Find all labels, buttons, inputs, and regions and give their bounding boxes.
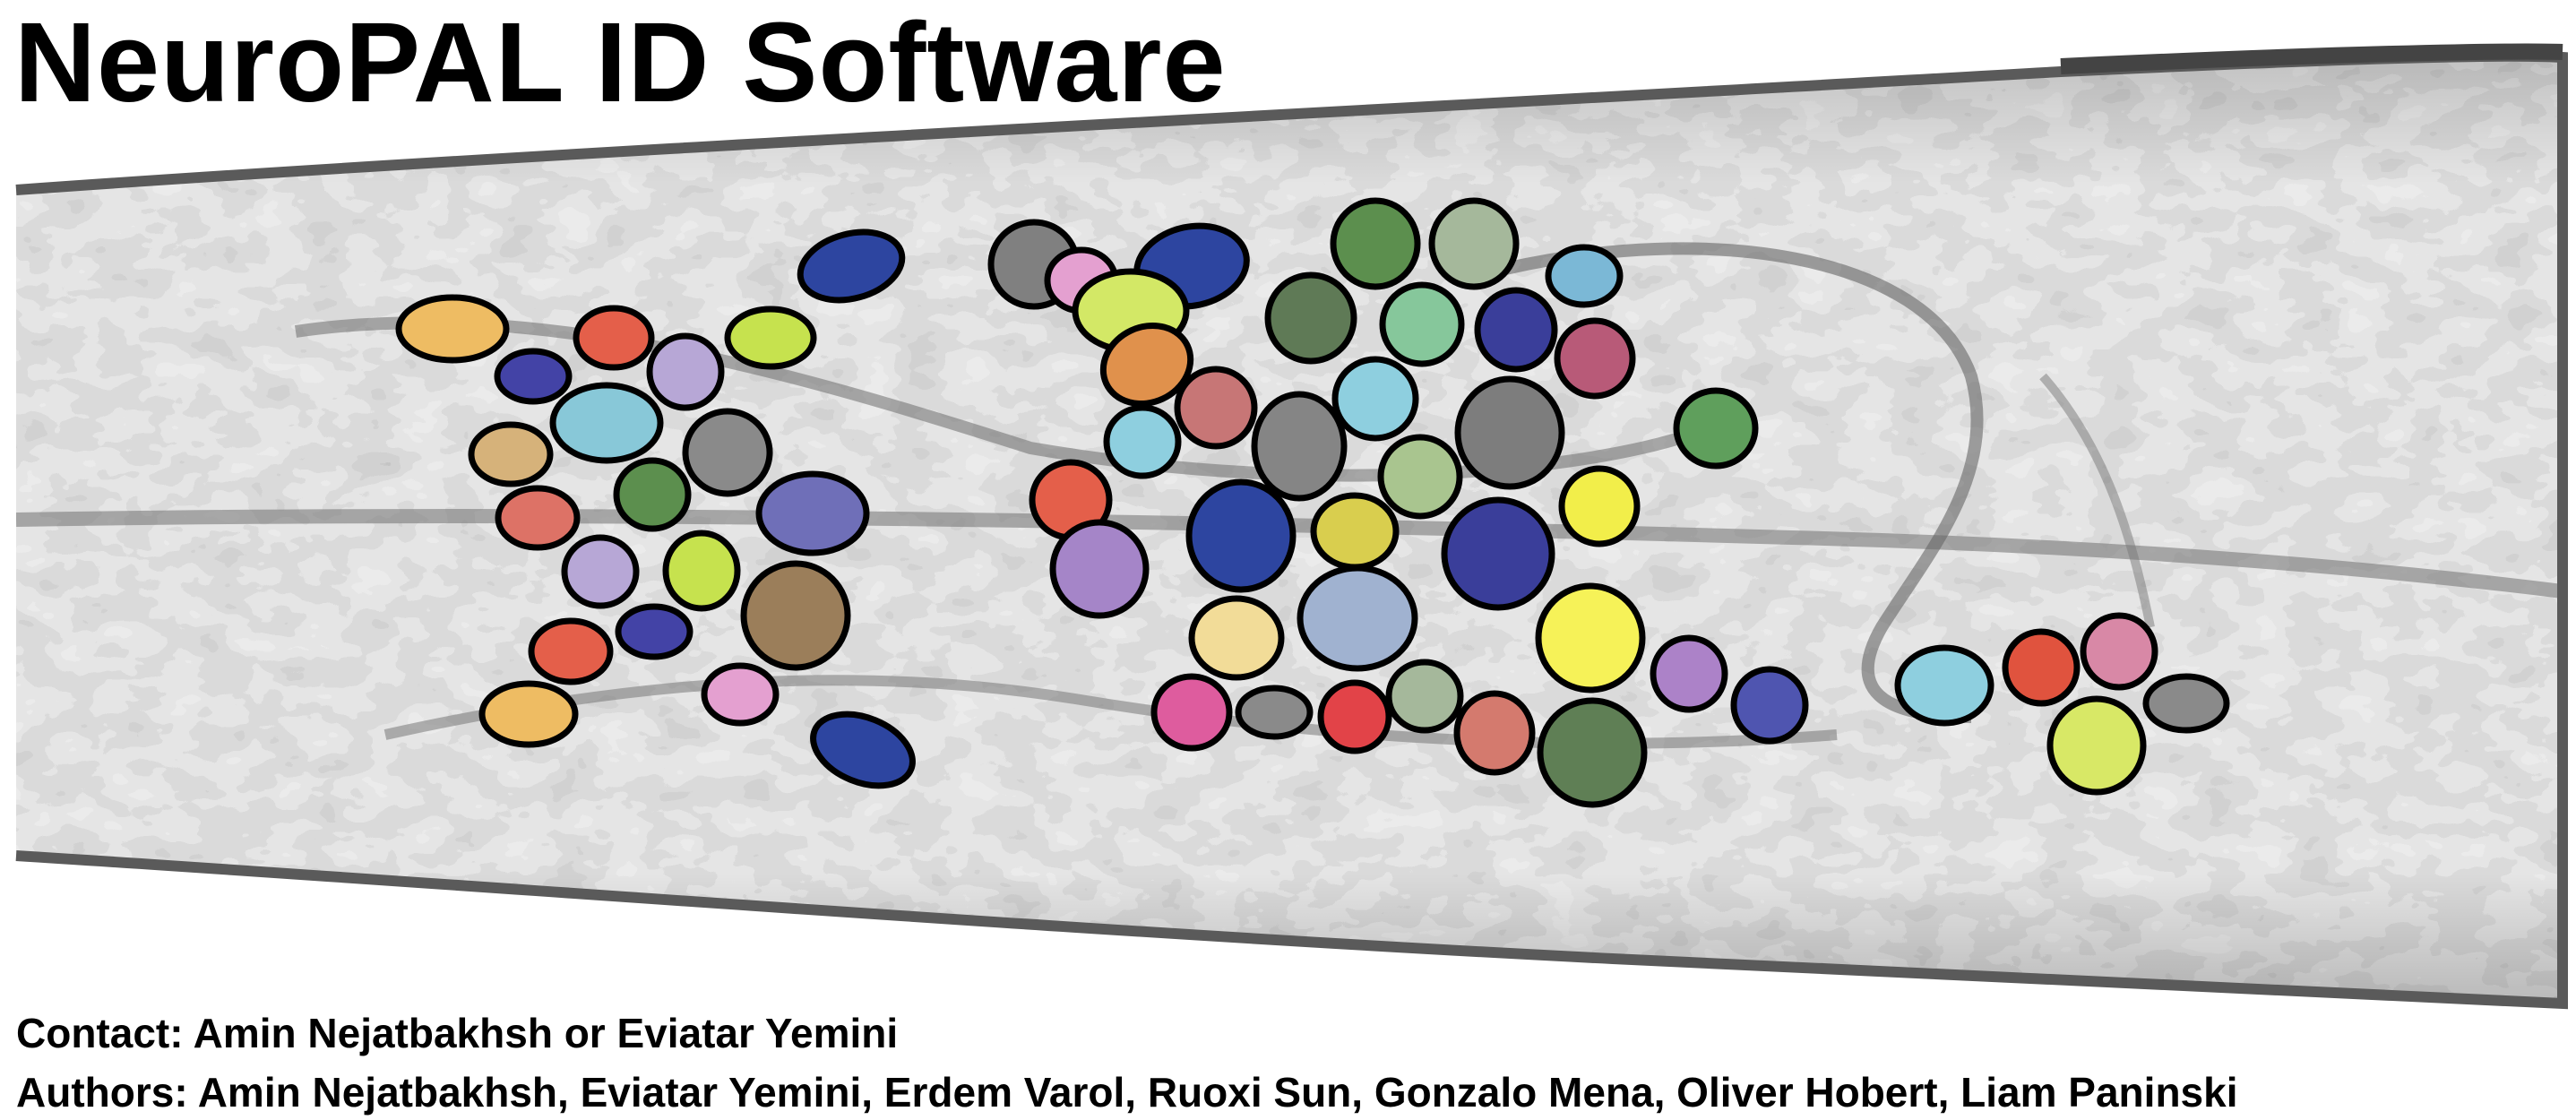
neuron [561,534,640,609]
neuron [724,306,817,370]
neuron [1235,685,1314,740]
neuron [1730,666,1809,745]
neuron [1264,271,1357,365]
contact-line: Contact: Amin Nejatbakhsh or Eviatar Yem… [16,1010,899,1056]
neuron [2142,673,2230,734]
neuron [1535,582,1646,694]
neurons [395,197,2230,808]
neuron [2080,612,2158,691]
worm-outline [15,50,2568,1010]
neuron [2002,628,2081,707]
neuron [1188,595,1285,681]
neuron [1377,434,1463,520]
neuron [1103,404,1182,479]
neuron [1317,679,1392,754]
neuron [1894,644,1994,727]
neuron [478,680,579,748]
neuron [662,530,741,612]
neuron [395,294,510,364]
neuron [1379,281,1465,367]
neuron [1099,322,1194,408]
neuron [2046,695,2147,796]
neuron [1310,492,1400,571]
neuron [468,421,554,487]
neuron [1650,634,1728,713]
neuron [1474,287,1558,373]
neuron [1174,366,1258,450]
neuron [740,560,851,671]
neuron [797,228,906,304]
neuron [1331,356,1419,442]
neuron [495,485,581,551]
neuron [1428,197,1520,290]
neuron [1537,697,1648,808]
neuron [615,603,694,660]
page-title: NeuroPAL ID Software [14,0,1227,125]
neuron [613,457,692,532]
neuron [1673,387,1759,470]
neuron [755,470,870,556]
neuron [1558,465,1641,547]
neuron [810,711,916,789]
neuron [1150,673,1233,752]
neuron [1185,478,1297,593]
neuron [1453,690,1536,776]
neuron [1251,391,1348,502]
neuron [682,408,773,497]
neuron [1441,496,1555,611]
neuron [646,332,725,411]
neuron [1297,564,1418,672]
neuron [1454,375,1565,490]
authors-line: Authors: Amin Nejatbakhsh, Eviatar Yemin… [16,1069,2238,1116]
neuron [494,348,573,405]
neuron [1330,197,1421,290]
neuron [1049,519,1150,619]
neuron [549,382,664,464]
neuron [1545,244,1624,308]
neuron [1385,659,1464,734]
neuron [701,662,780,727]
neuron [528,617,614,685]
neuron [1554,317,1636,400]
neuron [573,305,655,371]
